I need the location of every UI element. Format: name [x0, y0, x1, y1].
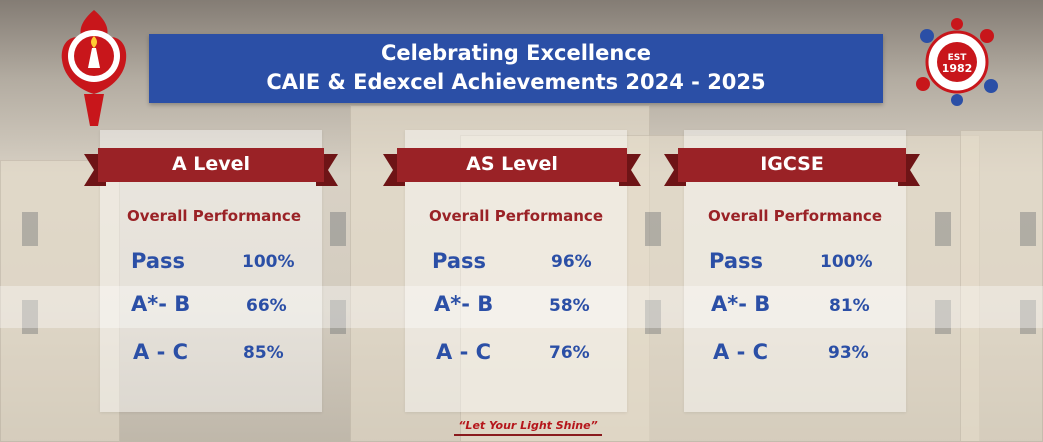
as-level-pass-label: Pass [432, 249, 486, 273]
panel-title-a-level: A Level [171, 153, 251, 175]
igcse-pass-label: Pass [709, 249, 763, 273]
a-level-a-c-value: 85% [243, 343, 284, 363]
page-title-banner: Celebrating Excellence CAIE & Edexcel Ac… [149, 34, 883, 103]
ribbon-as-level: AS Level [383, 148, 641, 188]
ribbon-igcse: IGCSE [664, 148, 920, 188]
a-level-a-c-label: A - C [133, 340, 189, 364]
footer-underline [454, 434, 602, 436]
a-level-pass-label: Pass [131, 249, 185, 273]
as-level-pass-value: 96% [551, 252, 592, 272]
badge-est-text: EST [948, 53, 968, 63]
subhead-a-level: Overall Performance [126, 207, 302, 225]
as-level-astar-b-value: 58% [549, 296, 590, 316]
igcse-pass-value: 100% [820, 252, 873, 272]
igcse-a-c-value: 93% [828, 343, 869, 363]
as-level-astar-b-label: A*- B [434, 292, 494, 316]
a-level-astar-b-value: 66% [246, 296, 287, 316]
footer-slogan: “Let Your Light Shine” [458, 419, 598, 432]
panel-title-as-level: AS Level [466, 153, 558, 175]
igcse-astar-b-label: A*- B [711, 292, 771, 316]
school-crest-logo [48, 8, 140, 128]
a-level-pass-value: 100% [242, 252, 295, 272]
subhead-as-level: Overall Performance [428, 207, 604, 225]
as-level-a-c-label: A - C [436, 340, 492, 364]
title-line-1: Celebrating Excellence [380, 41, 652, 65]
title-line-2: CAIE & Edexcel Achievements 2024 - 2025 [266, 70, 766, 94]
est-1982-badge-logo: EST 1982 [913, 14, 1001, 108]
badge-year-text: 1982 [942, 62, 973, 75]
ribbon-a-level: A Level [84, 148, 338, 188]
igcse-astar-b-value: 81% [829, 296, 870, 316]
subhead-igcse: Overall Performance [707, 207, 883, 225]
row-highlight-band [0, 286, 1043, 328]
igcse-a-c-label: A - C [713, 340, 769, 364]
as-level-a-c-value: 76% [549, 343, 590, 363]
panel-title-igcse: IGCSE [760, 153, 824, 175]
a-level-astar-b-label: A*- B [131, 292, 191, 316]
